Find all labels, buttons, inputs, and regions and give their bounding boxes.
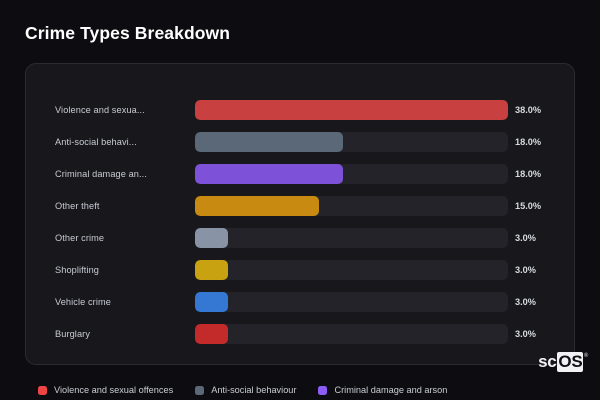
bar-row-label: Shoplifting	[55, 265, 100, 275]
bar-row[interactable]: Violence and sexua... 38.0%	[26, 94, 574, 126]
bar-row-label: Criminal damage an...	[55, 169, 147, 179]
bar-row-label: Burglary	[55, 329, 91, 339]
bar-row[interactable]: Other theft 15.0%	[26, 190, 574, 222]
page-title: Crime Types Breakdown	[25, 23, 231, 43]
registered-trademark-icon: ®	[583, 353, 588, 359]
legend-swatch-icon	[38, 385, 47, 395]
bar-row-value: 38.0%	[515, 105, 542, 115]
bar-track	[195, 228, 508, 248]
legend-label: Criminal damage and arson	[334, 385, 448, 395]
bar-track	[195, 324, 508, 344]
bar-fill[interactable]	[195, 196, 319, 216]
bar-fill[interactable]	[195, 100, 508, 120]
bar-fill[interactable]	[195, 260, 228, 280]
watermark-prefix: sc	[538, 352, 557, 371]
bar-row[interactable]: Other crime 3.0%	[26, 222, 574, 254]
bar-track	[195, 164, 508, 184]
bar-row-value: 18.0%	[515, 169, 542, 179]
bar-row-value: 3.0%	[515, 297, 536, 307]
bar-row[interactable]: Shoplifting 3.0%	[26, 254, 574, 286]
bar-row-value: 3.0%	[515, 329, 536, 339]
legend-label: Violence and sexual offences	[54, 385, 174, 395]
bar-track	[195, 100, 508, 120]
bar-track	[195, 196, 508, 216]
bar-fill[interactable]	[195, 132, 343, 152]
bar-fill[interactable]	[195, 164, 343, 184]
bar-track	[195, 260, 508, 280]
bar-fill[interactable]	[195, 228, 228, 248]
chart-legend: Violence and sexual offences Anti-social …	[38, 385, 447, 395]
bar-row-value: 3.0%	[515, 265, 536, 275]
bar-row-value: 3.0%	[515, 233, 536, 243]
bar-row[interactable]: Burglary 3.0%	[26, 318, 574, 350]
bar-row[interactable]: Criminal damage an... 18.0%	[26, 158, 574, 190]
bar-row[interactable]: Anti-social behavi... 18.0%	[26, 126, 574, 158]
legend-swatch-icon	[318, 385, 328, 395]
bar-row-label: Other crime	[55, 233, 105, 243]
bar-row-label: Other theft	[55, 201, 100, 211]
legend-label: Anti-social behaviour	[211, 385, 297, 395]
crime-types-chart-card: Violence and sexua... 38.0% Anti-social be…	[25, 63, 575, 365]
bar-track	[195, 292, 508, 312]
bar-fill[interactable]	[195, 324, 228, 344]
bar-row-label: Vehicle crime	[55, 297, 111, 307]
watermark-highlight: OS	[557, 352, 584, 372]
legend-item[interactable]: Violence and sexual offences	[38, 385, 173, 395]
bar-row-value: 18.0%	[515, 137, 542, 147]
scos-watermark-logo: sc OS ®	[538, 352, 588, 372]
bar-track	[195, 132, 508, 152]
bar-fill[interactable]	[195, 292, 228, 312]
bar-row-label: Violence and sexua...	[55, 105, 145, 115]
legend-item[interactable]: Criminal damage and arson	[318, 385, 447, 395]
bar-row[interactable]: Vehicle crime 3.0%	[26, 286, 574, 318]
legend-item[interactable]: Anti-social behaviour	[195, 385, 296, 395]
bar-row-value: 15.0%	[515, 201, 542, 211]
legend-swatch-icon	[195, 385, 205, 395]
bar-chart-rows: Violence and sexua... 38.0% Anti-social be…	[26, 64, 574, 350]
bar-row-label: Anti-social behavi...	[55, 137, 137, 147]
